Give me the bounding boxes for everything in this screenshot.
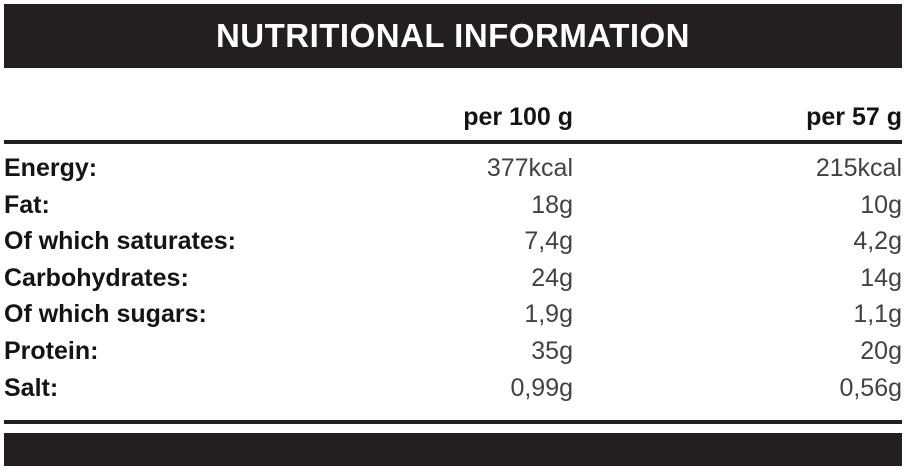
column-header-per-100g: per 100 g xyxy=(463,103,573,131)
row-label: Protein: xyxy=(4,336,99,365)
page-title: NUTRITIONAL INFORMATION xyxy=(215,17,691,54)
row-value-per-100g: 7,4g xyxy=(524,227,573,256)
title-bar: NUTRITIONAL INFORMATION xyxy=(4,4,902,68)
table-row-salt: Salt: 0,99g 0,56g xyxy=(4,370,902,407)
table-row-fat: Fat: 18g 10g xyxy=(4,187,902,224)
row-value-per-57g: 20g xyxy=(860,336,902,365)
table-row-protein: Protein: 35g 20g xyxy=(4,333,902,370)
table-row-carbohydrates: Carbohydrates: 24g 14g xyxy=(4,260,902,297)
row-label: Energy: xyxy=(4,154,98,182)
row-value-per-100g: 1,9g xyxy=(524,300,573,329)
footer-bar xyxy=(4,433,902,467)
table-row-sugars: Of which sugars: 1,9g 1,1g xyxy=(4,296,902,333)
row-value-per-100g: 0,99g xyxy=(510,373,573,402)
row-label: Fat: xyxy=(4,190,50,219)
row-value-per-57g: 14g xyxy=(860,263,902,292)
row-label: Of which sugars: xyxy=(4,300,207,329)
column-header-per-57g: per 57 g xyxy=(806,103,902,131)
row-value-per-57g: 4,2g xyxy=(853,227,902,256)
row-label: Carbohydrates: xyxy=(4,263,189,292)
row-value-per-57g: 0,56g xyxy=(839,373,902,402)
footer-rule xyxy=(4,420,902,425)
row-label: Salt: xyxy=(4,373,59,402)
table-row-energy: Energy: 377kcal 215kcal xyxy=(4,150,902,187)
row-value-per-57g: 215kcal xyxy=(815,154,902,182)
row-value-per-100g: 18g xyxy=(531,190,573,219)
column-header-row: per 100 g per 57 g xyxy=(4,68,902,140)
label-sheet: NUTRITIONAL INFORMATION per 100 g per 57… xyxy=(4,4,902,467)
table-row-saturates: Of which saturates: 7,4g 4,2g xyxy=(4,223,902,260)
table-body: Energy: 377kcal 215kcal Fat: 18g 10g Of … xyxy=(4,144,902,420)
row-value-per-100g: 24g xyxy=(531,263,573,292)
row-value-per-100g: 35g xyxy=(531,336,573,365)
row-value-per-57g: 1,1g xyxy=(853,300,902,329)
row-value-per-57g: 10g xyxy=(860,190,902,219)
row-label: Of which saturates: xyxy=(4,227,236,256)
header-rule xyxy=(4,140,902,144)
row-value-per-100g: 377kcal xyxy=(486,154,573,182)
